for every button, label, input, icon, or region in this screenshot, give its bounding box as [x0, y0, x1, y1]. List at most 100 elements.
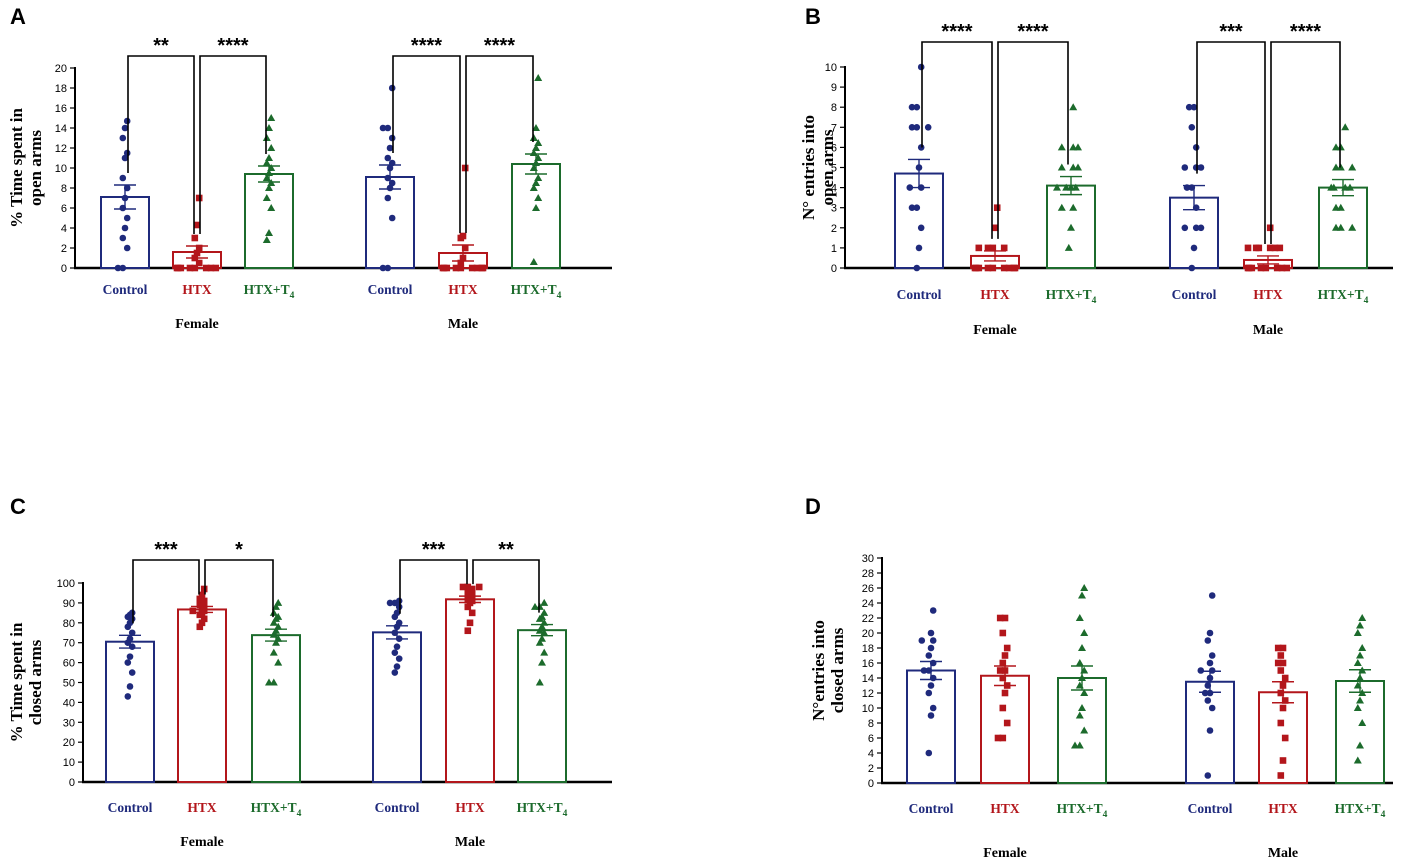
data-point: [468, 591, 476, 599]
data-point: [1281, 734, 1289, 742]
panel-letter: C: [10, 494, 26, 519]
significance-bracket: ****: [997, 21, 1069, 239]
data-point: [971, 264, 979, 272]
data-point: [186, 264, 194, 272]
data-point: [452, 264, 460, 272]
data-point: [269, 618, 278, 626]
data-point: [461, 244, 469, 252]
bar-female-htx: HTX: [970, 204, 1020, 302]
data-point: [538, 658, 546, 666]
y-axis-label: N° entries intoopen arms: [799, 115, 837, 220]
data-point: [464, 603, 472, 611]
y-tick-label: 12: [862, 688, 874, 700]
bar-male-control: Control: [1185, 592, 1235, 816]
y-tick-label: 2: [831, 223, 837, 235]
data-point: [124, 659, 132, 666]
data-point: [1277, 652, 1285, 659]
data-point: [1001, 689, 1009, 697]
data-point: [459, 583, 467, 591]
data-point: [272, 638, 280, 646]
data-point: [119, 234, 127, 242]
y-tick-label: 10: [63, 757, 75, 769]
bar-male-htxt4: HTX+T4: [1335, 614, 1386, 820]
y-tick-label: 50: [63, 678, 75, 690]
group-label: Male: [1268, 846, 1298, 861]
bracket-line: [472, 559, 540, 613]
data-point: [1075, 614, 1084, 621]
data-point: [202, 264, 210, 272]
y-tick-label: 6: [61, 203, 67, 215]
data-point: [927, 712, 935, 719]
data-point: [1358, 666, 1367, 674]
data-point: [1192, 204, 1200, 211]
data-point: [538, 612, 546, 620]
data-point: [532, 204, 540, 211]
x-category-label: HTX: [1268, 801, 1298, 816]
data-point: [459, 254, 467, 262]
data-point: [1346, 183, 1354, 191]
y-tick-label: 10: [862, 703, 874, 715]
significance-label: ***: [422, 539, 446, 561]
bar-female-control: Control: [894, 63, 944, 302]
data-point: [265, 229, 273, 236]
significance-bracket: ****: [392, 35, 461, 233]
data-point: [1204, 697, 1212, 704]
y-axis-label-line: open arms: [818, 129, 837, 205]
data-point: [212, 264, 220, 272]
data-point: [1190, 244, 1198, 252]
data-point: [1183, 184, 1191, 191]
data-point: [384, 264, 392, 272]
data-point: [529, 184, 538, 191]
data-point: [468, 585, 476, 593]
y-tick-label: 6: [868, 733, 874, 745]
data-point: [267, 164, 276, 171]
data-point: [121, 124, 129, 132]
data-point: [1348, 163, 1357, 171]
data-point: [1356, 674, 1364, 681]
chart-panel-b: B 0 1 2 3 4 5 6 7 8 9 10 N° entries intoopen arms Con…: [799, 4, 1393, 338]
y-tick-label: 16: [55, 103, 67, 115]
bar: [177, 608, 227, 783]
x-category-label: HTX+T4: [1318, 287, 1369, 306]
data-point: [262, 236, 271, 243]
x-category-label: Control: [368, 282, 413, 297]
x-category-label: HTX: [448, 282, 478, 297]
data-point: [269, 648, 278, 656]
x-category-label: Control: [103, 282, 148, 297]
data-point: [999, 704, 1007, 712]
data-point: [925, 689, 933, 697]
data-point: [1057, 203, 1066, 211]
data-point: [529, 258, 538, 265]
data-point: [1053, 183, 1061, 191]
y-tick-label: 4: [61, 223, 67, 235]
data-point: [1078, 704, 1086, 711]
bracket-line: [997, 41, 1069, 239]
data-point: [198, 591, 206, 599]
label-text: HTX+T: [1318, 287, 1364, 302]
data-point: [379, 264, 387, 272]
data-point: [391, 649, 399, 656]
group-label: Male: [448, 317, 478, 332]
x-category-label: HTX: [1253, 287, 1283, 302]
data-point: [1075, 659, 1084, 666]
y-axis-label-line: N°entries into: [809, 620, 828, 721]
data-point: [532, 159, 540, 166]
data-point: [1277, 772, 1285, 779]
data-point: [191, 234, 199, 242]
data-point: [906, 184, 914, 191]
data-point: [386, 164, 394, 172]
bar-female-htx: HTX: [172, 194, 222, 297]
data-point: [468, 609, 476, 617]
data-point: [388, 159, 396, 167]
y-axis-label-line: % Time spent in: [7, 108, 26, 228]
data-point: [272, 626, 280, 634]
y-tick-label: 8: [868, 718, 874, 730]
data-point: [1075, 711, 1084, 719]
data-point: [269, 630, 278, 638]
y-tick-label: 4: [868, 748, 874, 760]
data-point: [189, 607, 197, 615]
data-point: [265, 169, 273, 176]
bar: [105, 640, 155, 784]
data-point: [388, 179, 396, 187]
data-point: [1062, 183, 1071, 191]
